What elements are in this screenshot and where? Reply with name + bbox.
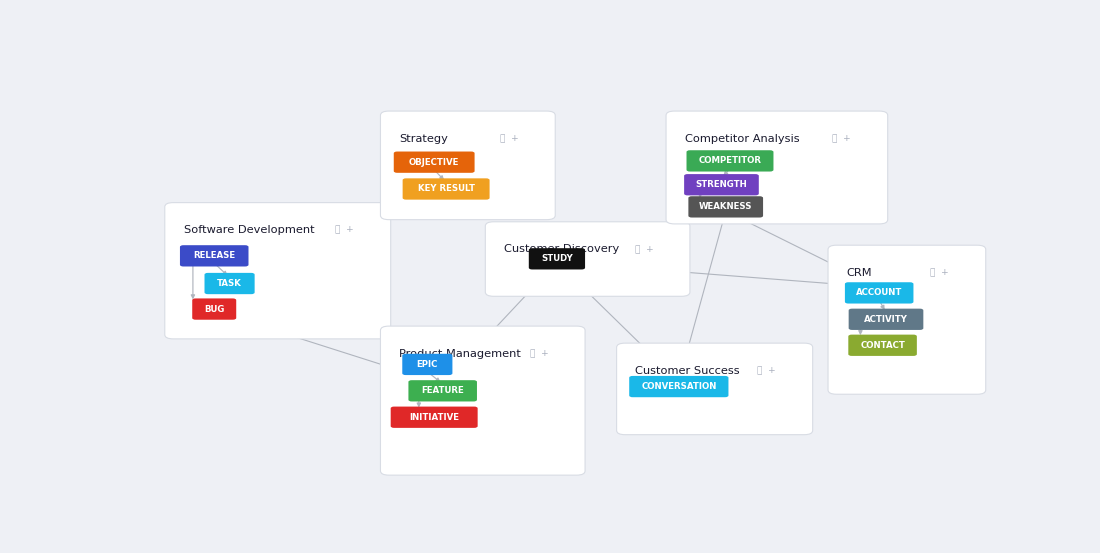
Text: INITIATIVE: INITIATIVE [409, 413, 459, 422]
Text: ⩶  +: ⩶ + [833, 134, 851, 143]
FancyBboxPatch shape [394, 152, 474, 173]
Text: ACCOUNT: ACCOUNT [856, 289, 902, 298]
FancyBboxPatch shape [617, 343, 813, 435]
Text: CRM: CRM [847, 268, 872, 278]
Text: STRENGTH: STRENGTH [695, 180, 747, 189]
Text: ACTIVITY: ACTIVITY [865, 315, 907, 324]
Text: ⩶  +: ⩶ + [635, 245, 653, 254]
Text: ⩶  +: ⩶ + [931, 268, 949, 278]
FancyBboxPatch shape [408, 380, 477, 401]
Text: STUDY: STUDY [541, 254, 573, 263]
Text: Customer Success: Customer Success [636, 366, 740, 376]
FancyBboxPatch shape [165, 202, 390, 339]
FancyBboxPatch shape [849, 309, 923, 330]
Text: CONVERSATION: CONVERSATION [641, 382, 716, 391]
FancyBboxPatch shape [689, 196, 763, 217]
FancyBboxPatch shape [381, 326, 585, 475]
Text: OBJECTIVE: OBJECTIVE [409, 158, 460, 166]
FancyBboxPatch shape [686, 150, 773, 171]
FancyBboxPatch shape [205, 273, 254, 294]
Text: ⩶  +: ⩶ + [757, 366, 776, 375]
Text: KEY RESULT: KEY RESULT [418, 185, 474, 194]
Text: ⩶  +: ⩶ + [530, 349, 548, 358]
Text: ⩶  +: ⩶ + [336, 226, 354, 235]
Text: RELEASE: RELEASE [194, 252, 235, 260]
FancyBboxPatch shape [403, 354, 452, 375]
Text: Strategy: Strategy [399, 134, 448, 144]
Text: Product Management: Product Management [399, 349, 521, 359]
FancyBboxPatch shape [848, 335, 917, 356]
FancyBboxPatch shape [845, 282, 913, 304]
FancyBboxPatch shape [390, 406, 477, 428]
Text: ⩶  +: ⩶ + [499, 134, 518, 143]
Text: Competitor Analysis: Competitor Analysis [685, 134, 800, 144]
Text: TASK: TASK [217, 279, 242, 288]
FancyBboxPatch shape [180, 245, 249, 267]
FancyBboxPatch shape [381, 111, 556, 220]
FancyBboxPatch shape [529, 248, 585, 269]
FancyBboxPatch shape [192, 299, 236, 320]
Text: EPIC: EPIC [417, 360, 438, 369]
Text: Customer Discovery: Customer Discovery [504, 244, 619, 254]
Text: BUG: BUG [204, 305, 224, 314]
FancyBboxPatch shape [828, 245, 986, 394]
FancyBboxPatch shape [666, 111, 888, 224]
FancyBboxPatch shape [684, 174, 759, 195]
FancyBboxPatch shape [403, 179, 490, 200]
Text: CONTACT: CONTACT [860, 341, 905, 349]
Text: Software Development: Software Development [184, 225, 315, 235]
Text: WEAKNESS: WEAKNESS [698, 202, 752, 211]
FancyBboxPatch shape [485, 222, 690, 296]
Text: COMPETITOR: COMPETITOR [698, 156, 761, 165]
FancyBboxPatch shape [629, 376, 728, 397]
Text: FEATURE: FEATURE [421, 387, 464, 395]
